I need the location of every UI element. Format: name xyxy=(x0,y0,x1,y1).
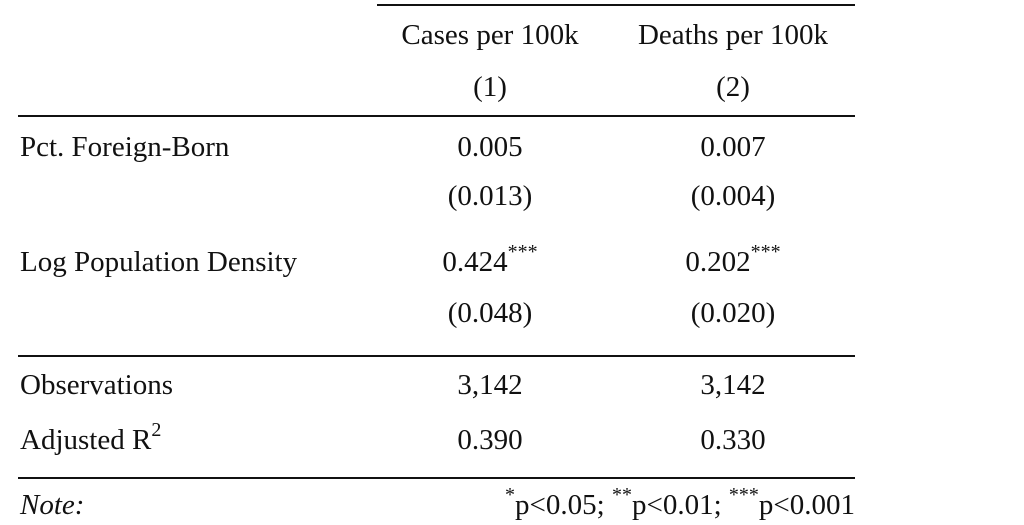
estimate: 0.005 xyxy=(457,131,523,163)
page: {"table": { "column_headers": ["Cases pe… xyxy=(18,4,855,521)
column-number: (1) xyxy=(473,71,507,103)
note-part: p<0.001 xyxy=(758,489,855,521)
superscript: 2 xyxy=(151,419,162,442)
body-rule xyxy=(18,355,855,357)
note-label: Note: xyxy=(20,489,85,521)
note-stars: * xyxy=(505,484,516,507)
estimate: 0.202 xyxy=(685,246,751,278)
std-error: (0.004) xyxy=(690,180,776,212)
column-header: Deaths per 100k xyxy=(637,19,829,51)
std-error: (0.048) xyxy=(447,297,533,329)
note-stars: ** xyxy=(611,484,632,507)
row-label: Log Population Density xyxy=(20,246,298,278)
note-stars: *** xyxy=(728,484,759,507)
note-text: *p<0.05; **p<0.01; ***p<0.001 xyxy=(505,485,855,525)
stat-value: 3,142 xyxy=(457,369,523,401)
stat-value: 0.390 xyxy=(457,424,523,456)
stat-label: Adjusted R xyxy=(20,424,152,456)
header-rule xyxy=(18,115,855,117)
estimate-cell: 0.202*** xyxy=(613,242,853,282)
estimate-cell: 0.424*** xyxy=(370,242,610,282)
stat-value: 3,142 xyxy=(700,369,766,401)
column-header: Cases per 100k xyxy=(401,19,579,51)
note-part: p<0.05; xyxy=(515,489,612,521)
stat-value: 0.330 xyxy=(700,424,766,456)
stat-label-cell: Adjusted R2 xyxy=(20,420,161,460)
stat-label: Observations xyxy=(20,369,174,401)
std-error: (0.013) xyxy=(447,180,533,212)
row-label: Pct. Foreign-Born xyxy=(20,131,230,163)
top-rule xyxy=(377,4,855,6)
column-number: (2) xyxy=(716,71,750,103)
bottom-rule xyxy=(18,477,855,479)
estimate: 0.424 xyxy=(442,246,508,278)
estimate: 0.007 xyxy=(700,131,766,163)
significance-stars: *** xyxy=(507,241,538,264)
note-part: p<0.01; xyxy=(631,489,729,521)
std-error: (0.020) xyxy=(690,297,776,329)
significance-stars: *** xyxy=(750,241,781,264)
